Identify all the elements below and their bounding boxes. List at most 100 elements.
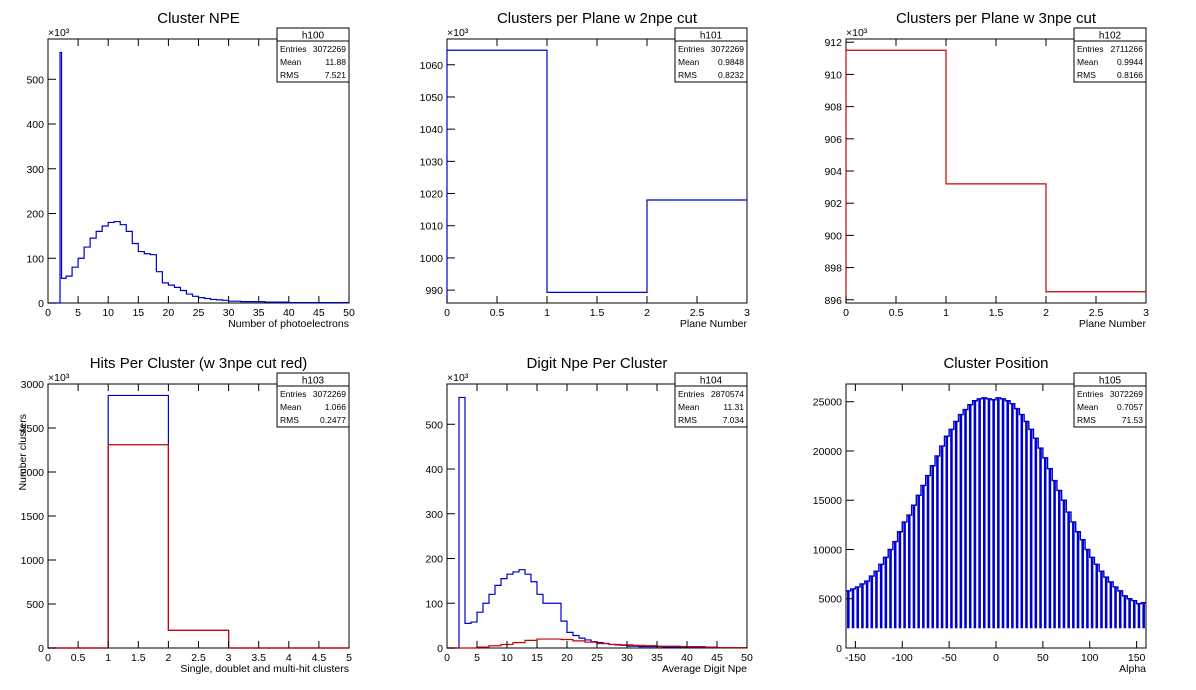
x-tick-label: -50 xyxy=(942,652,957,664)
histogram-bar xyxy=(870,576,874,629)
x-tick-label: 1.5 xyxy=(989,307,1004,319)
stats-name: h102 xyxy=(1099,31,1122,42)
stats-label: Entries xyxy=(1077,44,1103,54)
y-exponent-label: ×10³ xyxy=(447,27,469,39)
histogram-bar xyxy=(861,583,864,629)
x-tick-label: 2 xyxy=(644,307,650,319)
histogram-series-0 xyxy=(446,49,747,303)
stats-value: 7.034 xyxy=(723,415,745,425)
histogram-bar xyxy=(1076,531,1080,629)
x-tick-label: 2 xyxy=(1043,307,1049,319)
histogram-bar xyxy=(931,465,935,629)
stats-label: RMS xyxy=(678,70,697,80)
y-exponent-label: ×10³ xyxy=(846,27,868,39)
x-tick-label: 20 xyxy=(163,307,175,319)
chart-title: Cluster NPE xyxy=(157,10,240,27)
x-tick-label: 0 xyxy=(843,307,849,319)
chart-title: Cluster Position xyxy=(943,355,1048,372)
chart-panel-1: Clusters per Plane w 2npe cut 0 0.5 1 1.5 2 2.… xyxy=(420,10,750,330)
y-tick-label: 15000 xyxy=(813,495,842,507)
y-tick-label: 100 xyxy=(26,253,44,265)
y-tick-label: 902 xyxy=(824,198,842,210)
stats-box-frame xyxy=(1073,27,1147,83)
histogram-bar xyxy=(1072,521,1075,629)
stats-label: Entries xyxy=(678,389,704,399)
histogram-bar xyxy=(940,446,944,629)
histogram-bar xyxy=(936,455,939,629)
y-exponent-label: ×10³ xyxy=(48,372,70,384)
y-tick-label: 400 xyxy=(26,119,44,131)
y-tick-label: 906 xyxy=(824,134,842,146)
stats-name: h105 xyxy=(1099,376,1122,387)
histogram-bar xyxy=(1062,500,1066,629)
chart-title: Clusters per Plane w 3npe cut xyxy=(896,10,1097,27)
y-tick-label: 2500 xyxy=(21,423,45,435)
x-axis-label: Alpha xyxy=(1119,663,1146,675)
x-axis-label: Plane Number xyxy=(680,318,748,330)
x-tick-label: 1 xyxy=(544,307,550,319)
x-tick-label: 0 xyxy=(45,307,51,319)
histogram-bar xyxy=(1048,468,1052,629)
y-tick-label: 200 xyxy=(425,554,443,566)
histogram-bar xyxy=(903,521,906,629)
histogram-bar xyxy=(1118,590,1122,629)
histogram-bar xyxy=(973,400,977,629)
stats-value: 3072269 xyxy=(1110,389,1143,399)
x-tick-label: 150 xyxy=(1128,652,1146,664)
histogram-series-0 xyxy=(48,51,349,304)
stats-value: 1.066 xyxy=(325,402,347,412)
histogram-bar xyxy=(884,557,888,629)
histogram-bar xyxy=(1067,512,1070,629)
histogram-bar xyxy=(1020,414,1024,629)
histogram-bar xyxy=(1128,598,1131,629)
y-tick-label: 1000 xyxy=(420,253,444,265)
x-tick-label: 0.5 xyxy=(889,307,904,319)
y-tick-label: 1060 xyxy=(420,60,444,72)
x-tick-label: 45 xyxy=(313,307,325,319)
x-tick-label: -100 xyxy=(892,652,913,664)
x-axis-label: Average Digit Npe xyxy=(662,663,747,675)
x-tick-label: 2.5 xyxy=(191,652,206,664)
stats-box-frame xyxy=(276,27,350,83)
x-tick-label: 0 xyxy=(444,307,450,319)
y-tick-label: 0 xyxy=(437,643,443,655)
stats-box: h101 Entries 3072269 Mean 0.9848 RMS 0.8232 xyxy=(674,27,748,83)
stats-value: 3072269 xyxy=(711,44,744,54)
stats-box: h102 Entries 2711266 Mean 0.9944 RMS 0.8166 xyxy=(1073,27,1147,83)
stats-label: Mean xyxy=(678,402,700,412)
chart-title: Hits Per Cluster (w 3npe cut red) xyxy=(90,355,308,372)
y-tick-label: 904 xyxy=(824,166,842,178)
histogram-bar xyxy=(1057,490,1061,629)
y-exponent-label: ×10³ xyxy=(447,372,469,384)
histogram-bar xyxy=(926,475,930,629)
stats-value: 0.8232 xyxy=(718,70,744,80)
y-tick-label: 910 xyxy=(824,69,842,81)
y-tick-label: 100 xyxy=(425,598,443,610)
x-tick-label: 10 xyxy=(102,307,114,319)
x-tick-label: 1.5 xyxy=(590,307,605,319)
stats-box: h103 Entries 3072269 Mean 1.066 RMS 0.2477 xyxy=(276,372,350,428)
x-tick-label: 10 xyxy=(501,652,513,664)
x-tick-label: 3 xyxy=(226,652,232,664)
x-tick-label: 25 xyxy=(193,307,205,319)
histogram-bar xyxy=(1025,421,1028,629)
stats-box: h104 Entries 2870574 Mean 11.31 RMS 7.034 xyxy=(674,372,748,428)
y-axis-label: Number clusters xyxy=(17,414,29,490)
stats-name: h101 xyxy=(700,31,723,42)
stats-value: 2870574 xyxy=(711,389,744,399)
histogram-bar xyxy=(968,404,972,629)
stats-box-frame xyxy=(674,27,748,83)
histogram-bar xyxy=(950,429,953,629)
histogram-bar xyxy=(987,398,991,629)
histogram-bar xyxy=(893,541,897,629)
x-tick-label: 3 xyxy=(744,307,750,319)
y-exponent-label: ×10³ xyxy=(48,27,70,39)
x-tick-label: 0.5 xyxy=(490,307,505,319)
histogram-bar xyxy=(856,586,860,629)
stats-label: Mean xyxy=(678,57,700,67)
y-tick-label: 500 xyxy=(26,74,44,86)
histogram-series-0 xyxy=(845,49,1146,303)
x-tick-label: -150 xyxy=(845,652,866,664)
histogram-bar xyxy=(912,505,916,629)
